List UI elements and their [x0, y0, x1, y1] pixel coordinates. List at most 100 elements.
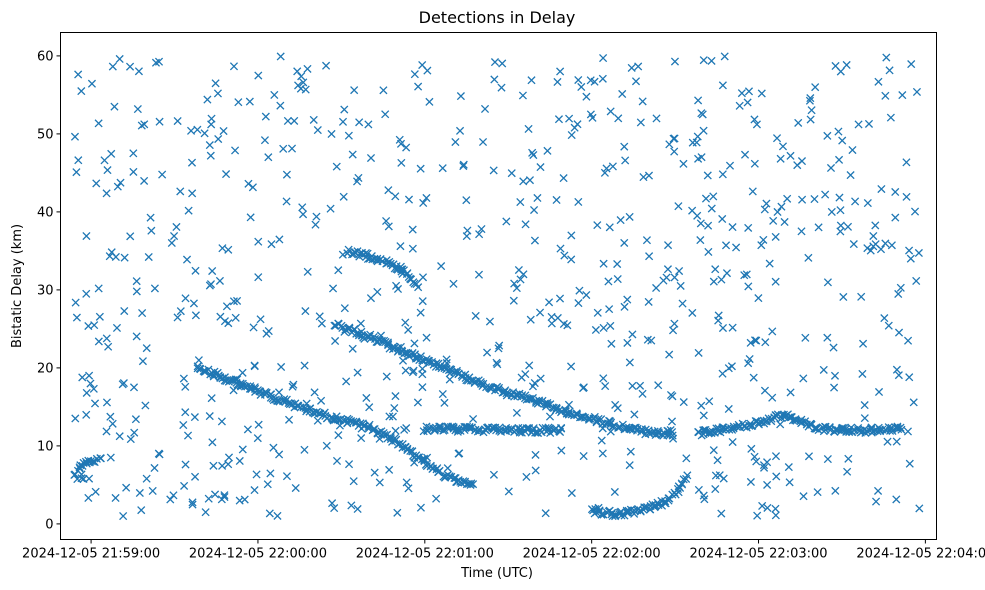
- detection-marker: [297, 72, 306, 81]
- detection-marker: [474, 270, 484, 279]
- detection-marker: [348, 150, 357, 159]
- detection-marker: [640, 503, 649, 512]
- detection-marker: [340, 105, 349, 114]
- detection-marker: [181, 294, 190, 303]
- detection-marker: [721, 241, 731, 250]
- detection-marker: [854, 120, 863, 129]
- detection-marker: [207, 114, 216, 123]
- detection-marker: [842, 60, 851, 70]
- detection-marker: [118, 380, 127, 389]
- detection-marker: [836, 206, 845, 215]
- detection-marker: [452, 424, 461, 433]
- detection-marker: [535, 308, 545, 317]
- detection-marker: [616, 216, 625, 225]
- detection-marker: [811, 83, 820, 92]
- detection-marker: [896, 283, 905, 292]
- detection-marker: [328, 284, 338, 293]
- detection-marker: [605, 305, 614, 314]
- detection-marker: [679, 398, 688, 407]
- y-tick-label: 50: [37, 127, 54, 142]
- detection-marker: [373, 287, 382, 296]
- detection-marker: [155, 117, 164, 126]
- detection-marker: [375, 478, 384, 487]
- detection-marker: [752, 120, 761, 129]
- detection-marker: [492, 358, 501, 367]
- detection-marker: [379, 86, 388, 95]
- detection-marker: [839, 292, 848, 302]
- detection-marker: [718, 425, 727, 434]
- detection-marker: [644, 297, 653, 306]
- detection-marker: [94, 284, 103, 293]
- detection-marker: [698, 110, 707, 119]
- detection-marker: [201, 508, 210, 517]
- detection-marker: [353, 504, 362, 514]
- detection-marker: [284, 415, 294, 424]
- detection-marker: [785, 478, 794, 487]
- detection-marker: [831, 486, 840, 495]
- detection-marker: [401, 366, 410, 375]
- detection-marker: [478, 137, 488, 147]
- detection-marker: [892, 365, 901, 374]
- detection-marker: [231, 146, 240, 155]
- detection-marker: [570, 123, 579, 132]
- detection-marker: [245, 384, 254, 393]
- detection-marker: [103, 166, 112, 175]
- detection-marker: [349, 477, 358, 486]
- detection-marker: [780, 217, 789, 227]
- detection-marker: [593, 221, 602, 230]
- detection-marker: [206, 151, 215, 160]
- detection-marker: [663, 265, 672, 274]
- detection-marker: [682, 454, 691, 463]
- detection-marker: [265, 509, 274, 518]
- detection-marker: [844, 454, 853, 463]
- detection-marker: [620, 238, 629, 247]
- detection-marker: [181, 408, 190, 417]
- detection-marker: [287, 144, 297, 153]
- detection-marker: [158, 170, 167, 179]
- detection-marker: [182, 255, 192, 264]
- detection-marker: [167, 238, 176, 248]
- detection-marker: [408, 244, 417, 253]
- detection-marker: [298, 203, 307, 212]
- detection-marker: [556, 244, 565, 253]
- detection-marker: [905, 459, 914, 468]
- detection-marker: [907, 60, 916, 69]
- detection-marker: [891, 213, 900, 222]
- detection-marker: [283, 116, 292, 126]
- detection-marker: [254, 420, 263, 429]
- detection-marker: [418, 273, 428, 282]
- detection-marker: [634, 62, 643, 71]
- detection-marker: [176, 187, 185, 196]
- detection-marker: [494, 385, 503, 394]
- detection-marker: [416, 352, 425, 361]
- detection-marker: [483, 348, 492, 357]
- detection-marker: [711, 485, 720, 494]
- detection-marker: [77, 87, 86, 96]
- detection-marker: [556, 67, 565, 76]
- detection-marker: [776, 154, 785, 163]
- detection-marker: [740, 271, 749, 280]
- detection-marker: [489, 166, 498, 175]
- detection-marker: [91, 487, 100, 496]
- detection-marker: [456, 92, 465, 101]
- detection-marker: [858, 369, 867, 378]
- detection-marker: [234, 98, 243, 107]
- detection-marker: [219, 126, 228, 136]
- detection-marker: [590, 412, 599, 421]
- detection-marker: [282, 197, 291, 206]
- detection-marker: [382, 216, 391, 226]
- detection-marker: [388, 412, 397, 421]
- detection-marker: [776, 420, 785, 429]
- detection-marker: [797, 157, 807, 166]
- detection-marker: [663, 241, 673, 250]
- detection-marker: [122, 483, 131, 492]
- detection-marker: [749, 373, 758, 382]
- detection-marker: [599, 259, 608, 268]
- detection-marker: [451, 137, 460, 147]
- detection-marker: [328, 499, 337, 508]
- y-tick-label: 30: [37, 283, 54, 298]
- detection-marker: [188, 498, 197, 507]
- detection-marker: [557, 424, 566, 433]
- detection-marker: [70, 132, 80, 141]
- detection-marker: [704, 221, 713, 230]
